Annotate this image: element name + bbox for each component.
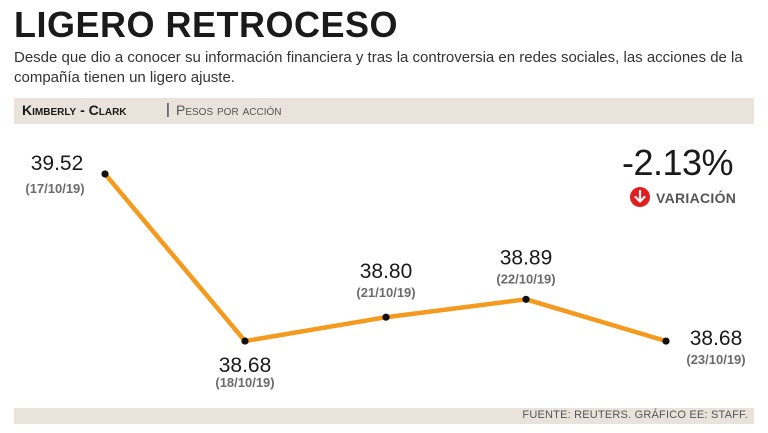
- data-value-label: 38.68: [219, 354, 272, 377]
- data-point: [522, 295, 530, 303]
- footer-bar: FUENTE: REUTERS. GRÁFICO EE: STAFF.: [14, 408, 754, 424]
- data-value-label: 38.80: [360, 260, 413, 283]
- series-header-bar: Kimberly - Clark | Pesos por acción: [14, 98, 754, 124]
- unit-label: Pesos por acción: [176, 102, 282, 118]
- data-date-label: (17/10/19): [25, 181, 84, 196]
- variation-value: -2.13%: [622, 142, 734, 183]
- data-value-label: 38.68: [690, 327, 743, 350]
- chart-subtitle: Desde que dio a conocer su información f…: [14, 49, 743, 86]
- data-value-label: 38.89: [500, 246, 553, 269]
- data-point: [382, 313, 390, 321]
- variation-label: VARIACIÓN: [656, 190, 737, 206]
- chart-title: LIGERO RETROCESO: [14, 4, 399, 45]
- source-note: FUENTE: REUTERS. GRÁFICO EE: STAFF.: [522, 409, 748, 421]
- data-date-label: (22/10/19): [496, 271, 555, 286]
- series-name: Kimberly - Clark: [22, 102, 127, 118]
- chart-layer: 39.52(17/10/19)38.68(18/10/19)38.80(21/1…: [25, 152, 745, 390]
- data-point: [662, 337, 670, 345]
- down-arrow-circle-icon: [630, 187, 650, 207]
- data-value-label: 39.52: [31, 152, 84, 175]
- data-point: [101, 170, 109, 178]
- data-point: [241, 337, 249, 345]
- data-date-label: (21/10/19): [356, 285, 415, 300]
- series-separator: |: [166, 101, 170, 118]
- data-date-label: (23/10/19): [686, 352, 745, 367]
- data-date-label: (18/10/19): [215, 375, 274, 390]
